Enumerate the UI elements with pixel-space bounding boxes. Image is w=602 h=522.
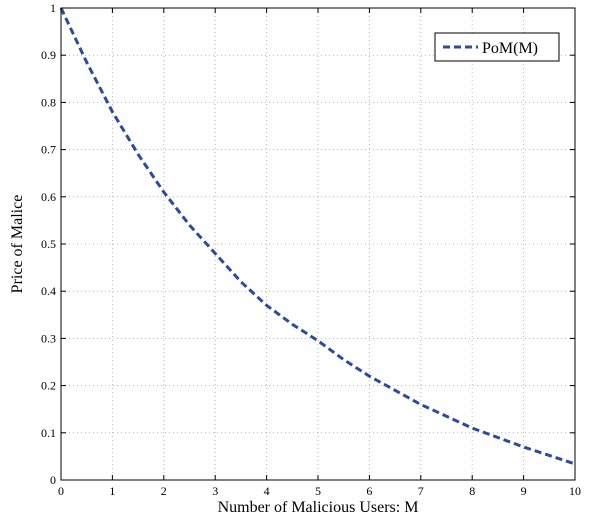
- y-tick-label: 0.8: [41, 95, 56, 109]
- x-tick-label: 6: [366, 484, 372, 498]
- x-tick-label: 5: [315, 484, 321, 498]
- y-tick-label: 0: [50, 473, 56, 487]
- y-tick-labels: 0 0.1 0.2 0.3 0.4 0.5 0.6 0.7 0.8 0.9 1: [41, 1, 56, 487]
- x-tick-label: 0: [58, 484, 64, 498]
- y-axis-label: Price of Malice: [9, 195, 26, 294]
- y-tick-label: 0.9: [41, 48, 56, 62]
- y-tick-label: 0.2: [41, 379, 56, 393]
- x-tick-label: 8: [469, 484, 475, 498]
- x-tick-label: 2: [161, 484, 167, 498]
- legend: PoM(M): [434, 32, 560, 62]
- x-tick-label: 4: [264, 484, 270, 498]
- y-tick-label: 1: [50, 1, 56, 15]
- x-tick-label: 10: [569, 484, 581, 498]
- y-tick-label: 0.1: [41, 426, 56, 440]
- y-tick-label: 0.7: [41, 143, 56, 157]
- x-axis-label: Number of Malicious Users: M: [218, 499, 419, 516]
- y-tick-label: 0.5: [41, 237, 56, 251]
- legend-label-pom: PoM(M): [482, 40, 538, 57]
- y-tick-label: 0.3: [41, 331, 56, 345]
- tick-marks: [60, 7, 576, 481]
- series-layer: [59, 7, 576, 466]
- x-tick-label: 7: [418, 484, 424, 498]
- series-line-pom: [59, 7, 576, 466]
- y-tick-label: 0.4: [41, 284, 56, 298]
- y-tick-label: 0.6: [41, 190, 56, 204]
- x-tick-label: 1: [109, 484, 115, 498]
- x-tick-labels: 0 1 2 3 4 5 6 7 8 9 10: [58, 484, 581, 498]
- x-tick-label: 9: [521, 484, 527, 498]
- x-tick-label: 3: [212, 484, 218, 498]
- grid-lines: [61, 8, 575, 480]
